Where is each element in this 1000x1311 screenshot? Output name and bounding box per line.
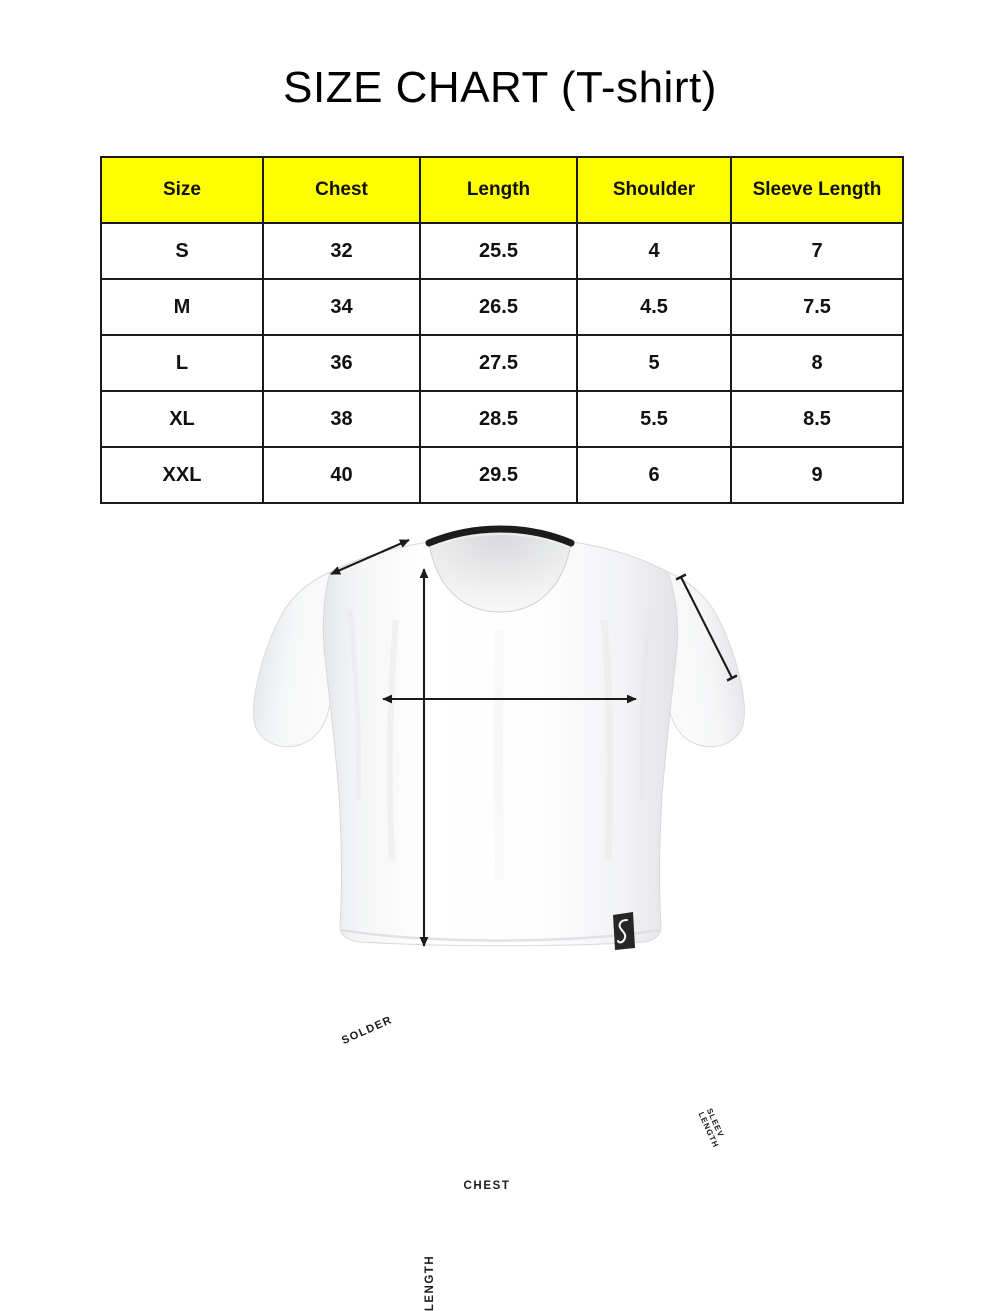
shoulder-measurement-label: SOLDER <box>340 1013 395 1047</box>
cell-sleeve-length: 9 <box>730 446 904 504</box>
length-measurement-label: LENGTH <box>424 1254 436 1311</box>
cell-shoulder: 4 <box>576 222 732 280</box>
collar-band <box>425 525 575 547</box>
cell-length: 26.5 <box>419 278 578 336</box>
cell-chest: 40 <box>262 446 421 504</box>
sleeve-length-measurement-arrow <box>675 573 738 682</box>
column-header-length: Length <box>419 156 578 224</box>
cell-chest: 38 <box>262 390 421 448</box>
chest-measurement-label: CHEST <box>463 1180 511 1192</box>
table-row: XXL 40 29.5 6 9 <box>100 446 904 504</box>
cell-length: 27.5 <box>419 334 578 392</box>
cell-chest: 32 <box>262 222 421 280</box>
cell-sleeve-length: 7.5 <box>730 278 904 336</box>
table-row: M 34 26.5 4.5 7.5 <box>100 278 904 336</box>
cell-sleeve-length: 7 <box>730 222 904 280</box>
column-header-size: Size <box>100 156 264 224</box>
column-header-sleeve-length: Sleeve Length <box>730 156 904 224</box>
cell-sleeve-length: 8 <box>730 334 904 392</box>
cell-length: 25.5 <box>419 222 578 280</box>
page-title: SIZE CHART (T-shirt) <box>283 63 717 112</box>
column-header-chest: Chest <box>262 156 421 224</box>
cell-size: M <box>100 278 264 336</box>
cell-size: XL <box>100 390 264 448</box>
cell-size: S <box>100 222 264 280</box>
shoulder-measurement-arrow <box>330 539 410 575</box>
cell-chest: 36 <box>262 334 421 392</box>
cell-size: XXL <box>100 446 264 504</box>
cell-length: 28.5 <box>419 390 578 448</box>
column-header-shoulder: Shoulder <box>576 156 732 224</box>
size-chart-table: Size Chest Length Shoulder Sleeve Length… <box>100 156 904 504</box>
tshirt-illustration <box>253 525 745 950</box>
tshirt-measurement-diagram: SOLDER CHEST LENGTH SLEEV LENGTH <box>0 500 1000 1311</box>
cell-shoulder: 6 <box>576 446 732 504</box>
cell-shoulder: 5.5 <box>576 390 732 448</box>
table-header-row: Size Chest Length Shoulder Sleeve Length <box>100 156 904 224</box>
table-row: S 32 25.5 4 7 <box>100 222 904 280</box>
size-chart-table-container: Size Chest Length Shoulder Sleeve Length… <box>100 156 904 504</box>
cell-sleeve-length: 8.5 <box>730 390 904 448</box>
brand-logo-patch <box>613 912 635 950</box>
table-row: L 36 27.5 5 8 <box>100 334 904 392</box>
cell-shoulder: 4.5 <box>576 278 732 336</box>
tshirt-body-shape <box>253 525 745 947</box>
table-row: XL 38 28.5 5.5 8.5 <box>100 390 904 448</box>
cell-shoulder: 5 <box>576 334 732 392</box>
cell-size: L <box>100 334 264 392</box>
cell-length: 29.5 <box>419 446 578 504</box>
cell-chest: 34 <box>262 278 421 336</box>
sleeve-length-measurement-label: SLEEV LENGTH <box>696 1107 729 1150</box>
